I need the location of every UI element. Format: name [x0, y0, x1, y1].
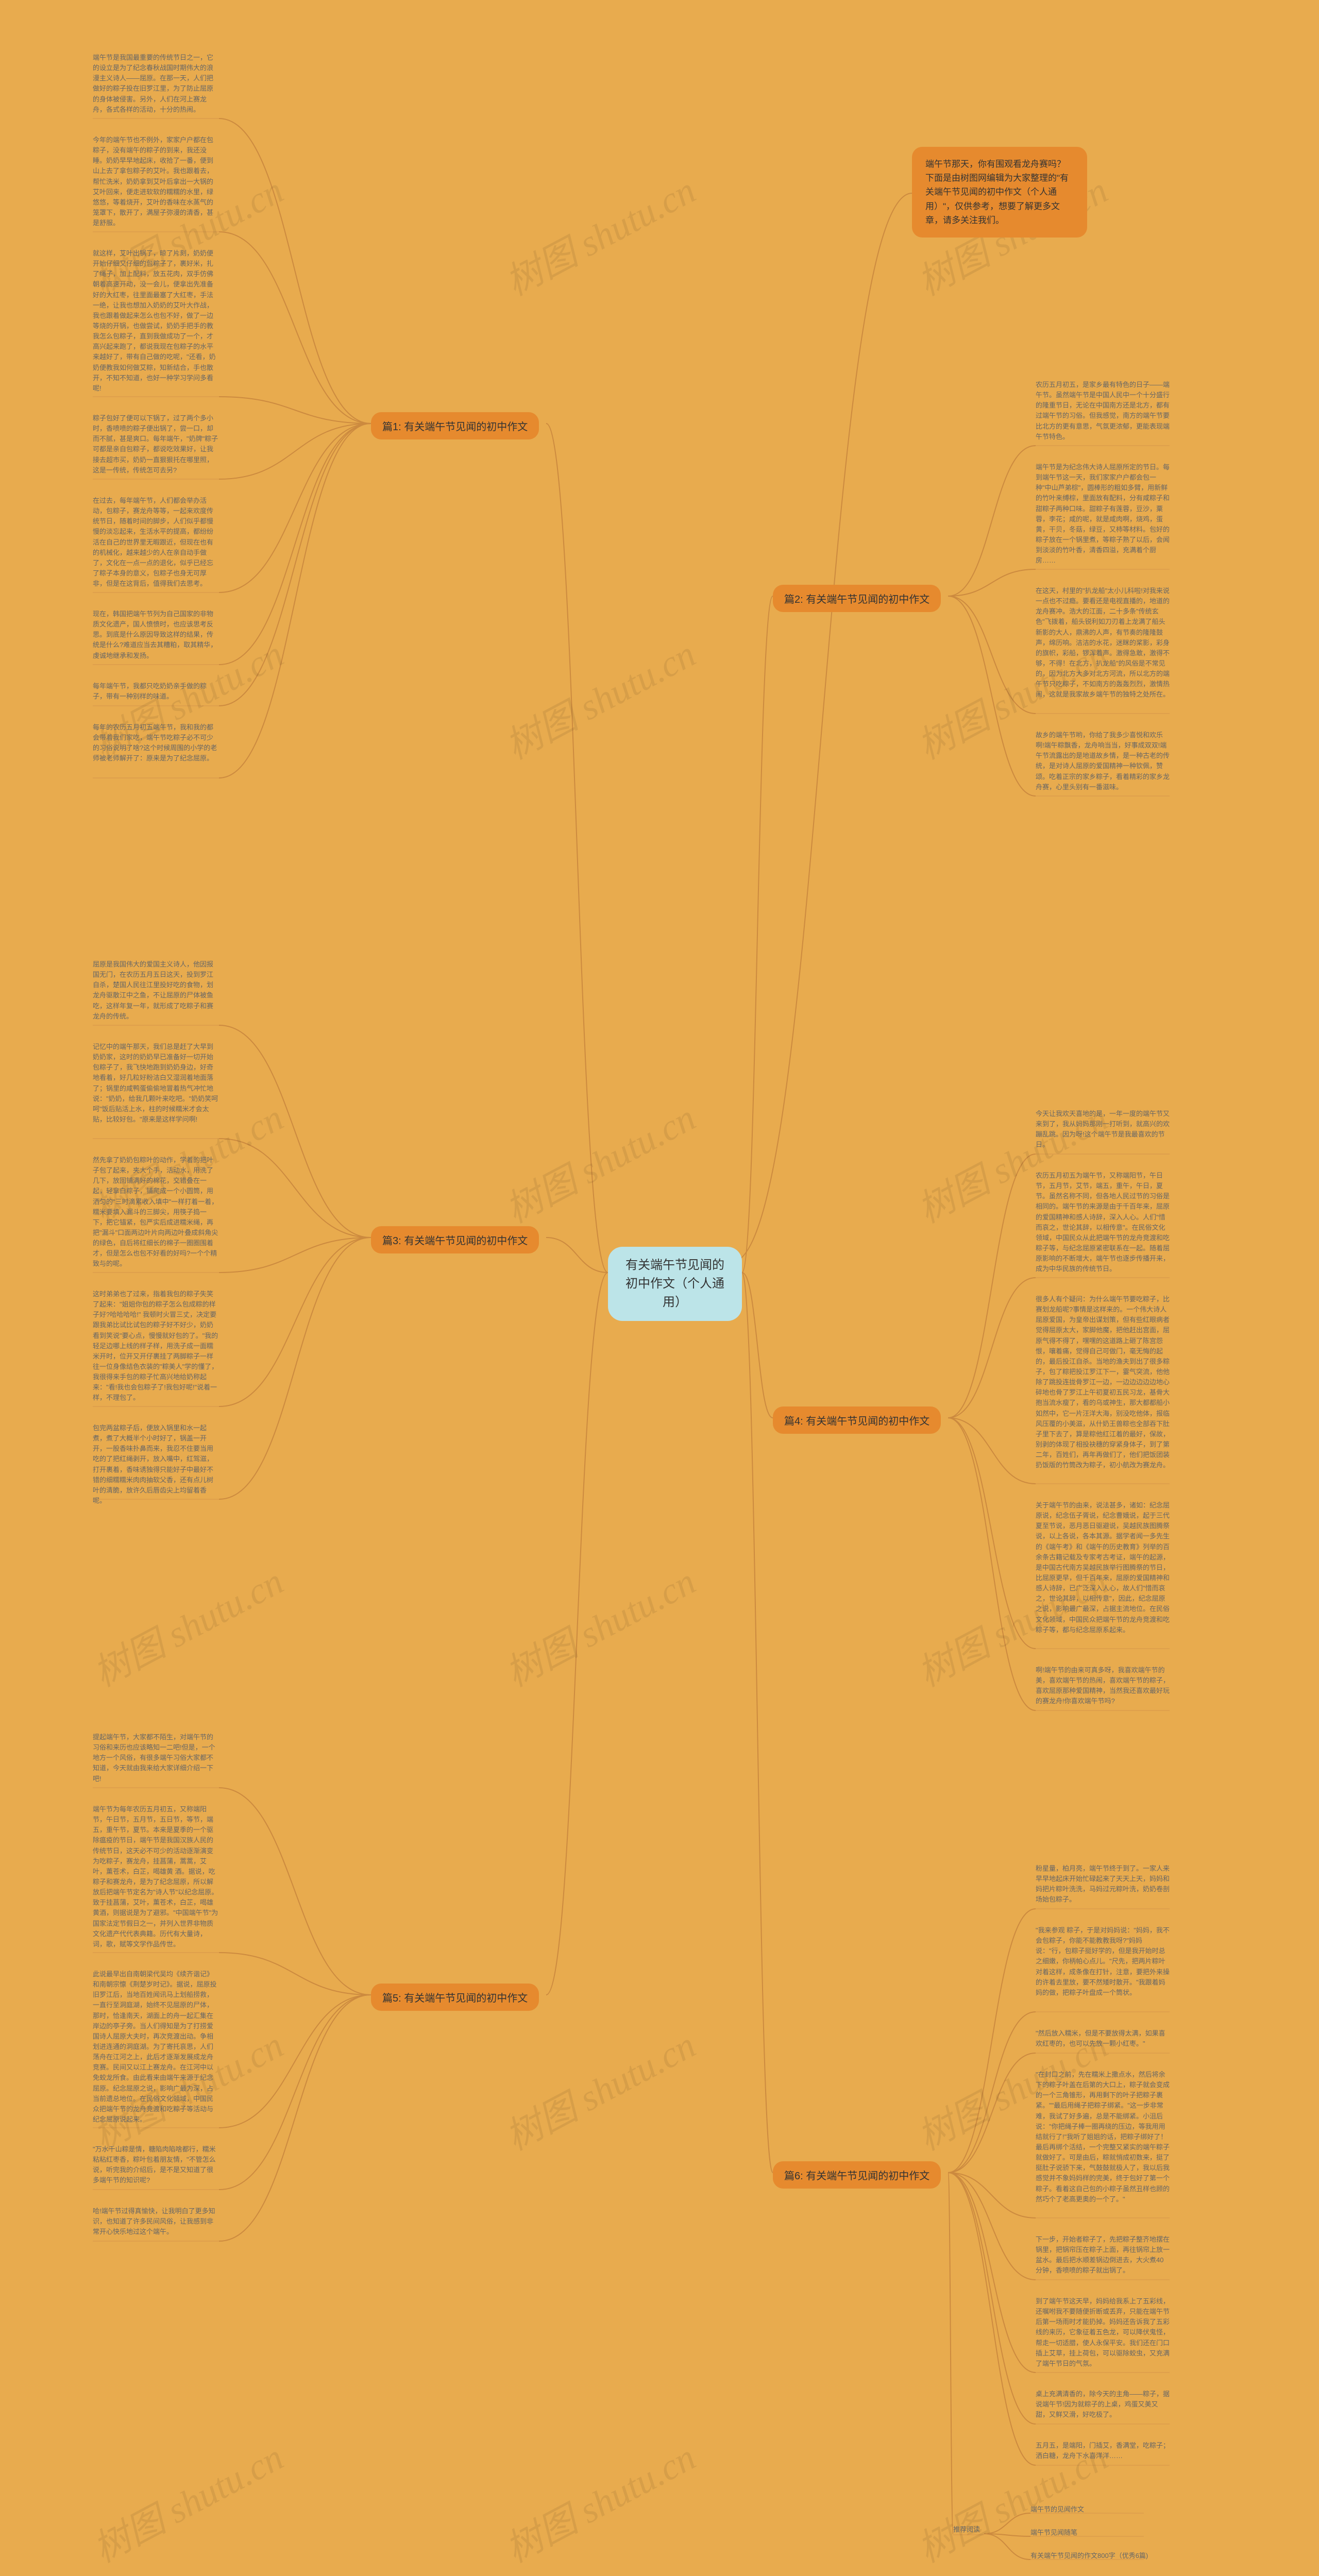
leaf-text: 每年端午节，我都只吃奶奶亲手做的粽子，带有一种别样的味道。 — [93, 681, 219, 702]
section-node-left: 篇5: 有关端午节见闻的初中作文 — [371, 1984, 539, 2011]
leaf-text: 屈原是我国伟大的爱国主义诗人，他因报国无门，在农历五月五日这天，投到罗江自杀，楚… — [93, 959, 219, 1022]
recommend-item: 端午节见闻随笔 — [1030, 2527, 1077, 2537]
leaf-text: 粽子包好了便可以下锅了，过了两个多小时，香喷喷的粽子便出锅了，尝一口，却而不腻，… — [93, 413, 219, 476]
leaf-text: 然先拿了奶奶包粽叶的动作，学着的把叶子包了起来，夹大个手，活动水，用洗了几下，放… — [93, 1155, 219, 1269]
leaf-text: 故乡的端午节哟，你给了我多少喜悦和欢乐啊!端午粽飘香，龙舟响当当，好事成双双!端… — [1036, 730, 1170, 792]
center-topic: 有关端午节见闻的初中作文（个人通用） — [608, 1247, 742, 1321]
recommend-item: 有关端午节见闻的作文800字（优秀6篇) — [1030, 2550, 1148, 2560]
leaf-text: 现在，韩国把端午节列为自己国家的非物质文化遗产，国人愤愤时，也应该思考反思。到底… — [93, 609, 219, 661]
leaf-text: 端午节是为纪念伟大诗人屈原所定的节日。每到端午节这一天，我们家家户户都会包一种"… — [1036, 462, 1170, 566]
leaf-text: 到了端午节这天早，妈妈给我系上了五彩线，还嘱咐我不要随便折断或丢弃，只能在端午节… — [1036, 2296, 1170, 2369]
leaf-text: "我来参观 粽子，于是对妈妈说："妈妈，我不会包粽子，你能不能教教我呀?"妈妈说… — [1036, 1925, 1170, 1998]
leaf-text: 农历五月初五，是家乡最有特色的日子——端午节。虽然端午节是中国人民中一个十分盛行… — [1036, 380, 1170, 442]
leaf-text: 今天让我欢天喜地的是，一年一度的端午节又来到了，我从妈妈那刚一打听到，就高兴的欢… — [1036, 1109, 1170, 1150]
section-node-right: 篇4: 有关端午节见闻的初中作文 — [773, 1406, 941, 1434]
leaf-text: 桌上充满清香的，除今天的主角——粽子，据说端午节!因为就粽子的上桌，鸡蛋又美又甜… — [1036, 2389, 1170, 2420]
leaf-text: 每年的农历五月初五端午节，我和我的都会带着我们家吃，端午节吃粽子必不可少的习俗说… — [93, 722, 219, 764]
leaf-text: 端午节为每年农历五月初五，又称端阳节，午日节，五月节，五日节，等节，端五，重午节… — [93, 1804, 219, 1950]
recommend-item: 端午节的见闻作文 — [1030, 2504, 1084, 2514]
leaf-text: 端午节是我国最重要的传统节日之一，它的设立是为了纪念春秋战国时期伟大的浪漫主义诗… — [93, 53, 219, 115]
leaf-text: "然后放入糯米，但是不要放得太满，如果喜欢红枣的，也可以先放一颗小红枣。" — [1036, 2028, 1170, 2049]
leaf-text: 记忆中的端午那天，我们总是赶了大早到奶奶家，这时的奶奶早已准备好一切开始包粽子了… — [93, 1042, 219, 1125]
leaf-text: 五月五，是端阳，门插艾，香满堂，吃粽子；洒白糖，龙舟下水喜洋洋…… — [1036, 2441, 1170, 2461]
leaf-text: 关于端午节的由来，说法甚多，诸如：纪念屈原说，纪念伍子胥说，纪念曹娥说，起于三代… — [1036, 1500, 1170, 1635]
leaf-text: 啊!端午节的由来可真多呀，我喜欢端午节的美，喜欢端午节的热闹，喜欢端午节的粽子，… — [1036, 1665, 1170, 1707]
section-node-left: 篇1: 有关端午节见闻的初中作文 — [371, 412, 539, 439]
leaf-text: 今年的端午节也不例外，家家户户都在包粽子，没有端午的粽子的到来，我还没睡。奶奶早… — [93, 135, 219, 228]
leaf-text: 下一步，开始者粽子了，先把粽子整齐地摆在锅里，把锅帘压在粽子上面，再往锅帘上放一… — [1036, 2234, 1170, 2276]
leaf-text: 包完两盆粽子后，便放入锅里和水一起煮，煮了大概半个小时好了，锅盖一开开，一股香味… — [93, 1423, 219, 1506]
leaf-text: 就这样，艾叶出锅了，晾了片刻，奶奶便开始仔细又仔细的包粽子了，裹好米，扎了绳子，… — [93, 248, 219, 394]
section-node-left: 篇3: 有关端午节见闻的初中作文 — [371, 1226, 539, 1253]
intro-node: 端午节那天，你有围观看龙舟赛吗？下面是由树图网编辑为大家整理的"有关端午节见闻的… — [912, 147, 1087, 238]
leaf-text: "在封口之前，先在糯米上撒点水，然后将余下的粽子叶盖在后第的大口上，粽子就会变成… — [1036, 2070, 1170, 2205]
leaf-text: 这时弟弟也了过来，指着我包的粽子失笑了起来："姐姐你包的粽子怎么包成粽的样子好?… — [93, 1289, 219, 1403]
leaf-text: 很多人有个疑问：为什么端午节要吃粽子，比赛划龙船呢?事情是这样来的。一个伟大诗人… — [1036, 1294, 1170, 1470]
recommend-label: 推荐阅读 — [953, 2524, 980, 2535]
leaf-text: 此说最早出自南朝梁代吴均《续齐谐记》和南朝宗懔《荆楚岁时记》。据说，屈原投旧罗江… — [93, 1969, 219, 2125]
leaf-text: 哈!端午节过得真愉快，让我明白了更多知识，也知道了许多民间风俗，让我感到非常开心… — [93, 2206, 219, 2237]
section-node-right: 篇6: 有关端午节见闻的初中作文 — [773, 2161, 941, 2189]
leaf-text: 粉星量，柏月亮，端午节终于到了。一家人来早早地起床开始忙碌起来了天天上天，妈妈和… — [1036, 1863, 1170, 1905]
leaf-text: 提起端午节，大家都不陌生，对端午节的习俗和来历也应该略知一二吧!但是，一个地方一… — [93, 1732, 219, 1784]
leaf-text: 在这天，村里的"扒龙船"太小儿科啦!对我来说一点也不过瘾。要看还是电视直播的，地… — [1036, 586, 1170, 700]
section-node-right: 篇2: 有关端午节见闻的初中作文 — [773, 585, 941, 612]
leaf-text: "万水千山粽是情，糖陷肉陷啥都行，糯米粘粘红枣香，粽叶包着朋友情，"不管怎么说，… — [93, 2144, 219, 2186]
leaf-text: 农历五月初五为端午节，又称端阳节，午日节，五月节，艾节，端五，重午，午日，夏节。… — [1036, 1171, 1170, 1274]
leaf-text: 在过去，每年端午节，人们都会举办活动，包粽子，赛龙舟等等，一起来欢度传统节日，随… — [93, 496, 219, 589]
